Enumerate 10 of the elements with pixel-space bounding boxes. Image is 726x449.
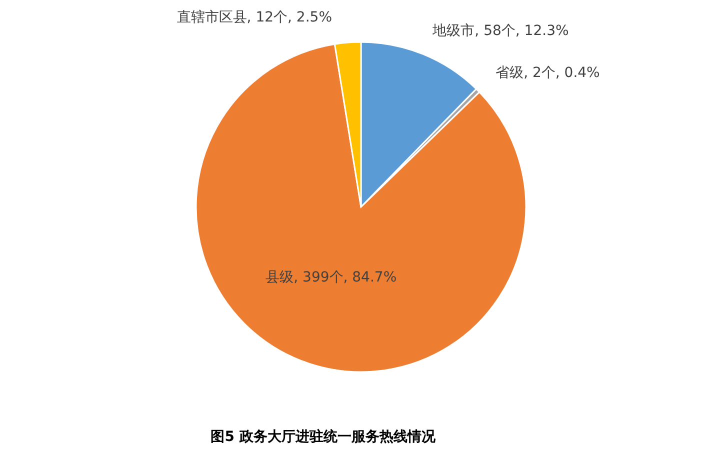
data-label: , 2个, 0.4% xyxy=(524,64,600,81)
pie-slice xyxy=(195,43,527,373)
data-label: , 399个, 84.7% xyxy=(294,269,397,286)
slice-label: 县级 xyxy=(266,269,294,286)
slice-label: 省级 xyxy=(496,64,524,81)
data-label: , 12个, 2.5% xyxy=(246,10,332,26)
text: 图5 政务大厅进驻统一服务热线情况 xyxy=(210,428,436,445)
slice-label: 直辖市区县 xyxy=(176,10,247,26)
slice-label: 地级市 xyxy=(432,23,475,40)
data-label: , 58个, 12.3% xyxy=(474,23,569,40)
